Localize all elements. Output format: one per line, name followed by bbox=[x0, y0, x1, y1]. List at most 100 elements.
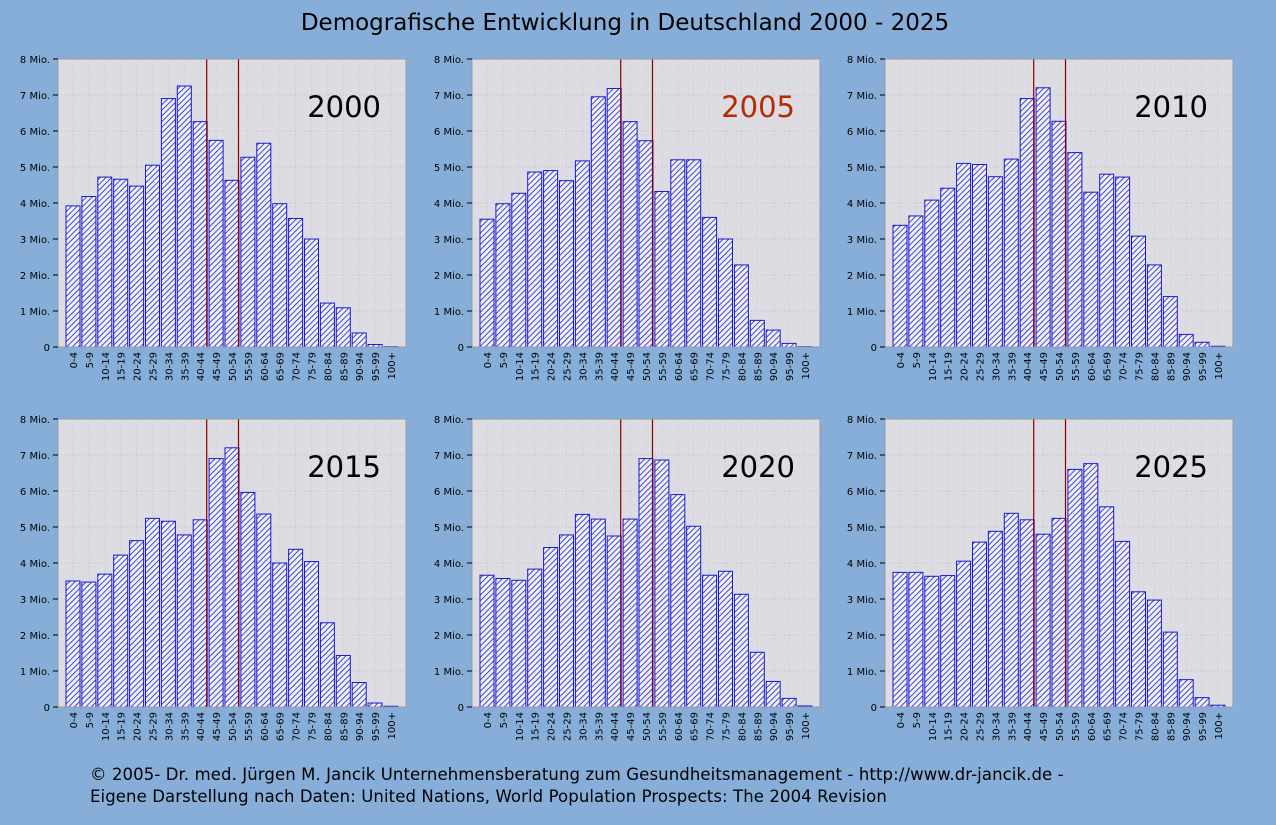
bar-55-59 bbox=[240, 156, 256, 348]
bar-40-44 bbox=[192, 519, 208, 708]
xtick-label: 10-14 bbox=[101, 352, 112, 381]
xtick-label: 100+ bbox=[387, 352, 398, 379]
bar-60-64 bbox=[256, 142, 272, 348]
xtick-label: 70-74 bbox=[292, 712, 303, 741]
ytick-label: 8 Mio. bbox=[20, 415, 50, 426]
ytick-label: 2 Mio. bbox=[847, 271, 877, 282]
bar-80-84 bbox=[733, 264, 749, 348]
xtick-label: 10-14 bbox=[515, 352, 526, 381]
bar-5-9 bbox=[81, 196, 97, 348]
xtick-label: 40-44 bbox=[1023, 712, 1034, 741]
xtick-label: 100+ bbox=[801, 712, 812, 739]
bar-45-49 bbox=[622, 518, 638, 708]
bar-25-29 bbox=[559, 180, 574, 348]
bar-65-69 bbox=[272, 203, 288, 348]
bar-70-74 bbox=[702, 574, 718, 708]
bar-55-59 bbox=[654, 190, 670, 348]
bar-95-99 bbox=[1194, 341, 1210, 348]
xtick-label: 0-4 bbox=[483, 712, 494, 728]
bar-25-29 bbox=[559, 534, 574, 708]
bar-60-64 bbox=[1083, 191, 1099, 348]
bar-30-34 bbox=[574, 513, 590, 708]
xtick-label: 100+ bbox=[387, 712, 398, 739]
xtick-label: 0-4 bbox=[69, 712, 80, 728]
xtick-label: 65-69 bbox=[276, 712, 287, 741]
xtick-label: 65-69 bbox=[276, 352, 287, 381]
bar-45-49 bbox=[208, 458, 224, 708]
xtick-label: 15-19 bbox=[117, 352, 128, 381]
bar-25-29 bbox=[145, 517, 160, 708]
ytick-label: 8 Mio. bbox=[20, 55, 50, 66]
chart-title: 2000 bbox=[307, 90, 381, 124]
ytick-label: 5 Mio. bbox=[434, 163, 464, 174]
bar-40-44 bbox=[1019, 519, 1035, 708]
bar-85-89 bbox=[335, 307, 351, 348]
xtick-label: 85-89 bbox=[339, 712, 350, 741]
xtick-label: 80-84 bbox=[323, 712, 334, 741]
xtick-label: 75-79 bbox=[722, 352, 733, 381]
bar-80-84 bbox=[1146, 264, 1162, 348]
bar-20-24 bbox=[956, 560, 972, 708]
bar-30-34 bbox=[574, 160, 590, 348]
ytick-label: 6 Mio. bbox=[20, 487, 50, 498]
bar-50-54 bbox=[1051, 517, 1067, 708]
xtick-label: 25-29 bbox=[149, 352, 160, 381]
xtick-label: 85-89 bbox=[753, 352, 764, 381]
bar-40-44 bbox=[606, 535, 622, 708]
bar-90-94 bbox=[351, 682, 367, 708]
xtick-label: 95-99 bbox=[785, 352, 796, 381]
bar-95-99 bbox=[367, 702, 383, 708]
bar-75-79 bbox=[304, 238, 319, 348]
xtick-label: 15-19 bbox=[531, 712, 542, 741]
ytick-label: 4 Mio. bbox=[20, 559, 50, 570]
bar-0-4 bbox=[892, 571, 908, 708]
xtick-label: 25-29 bbox=[976, 352, 987, 381]
bar-25-29 bbox=[972, 541, 987, 708]
xtick-label: 45-49 bbox=[1039, 712, 1050, 741]
xtick-label: 80-84 bbox=[323, 352, 334, 381]
ytick-label: 4 Mio. bbox=[20, 199, 50, 210]
xtick-label: 45-49 bbox=[212, 712, 223, 741]
ytick-label: 2 Mio. bbox=[434, 271, 464, 282]
bar-95-99 bbox=[781, 697, 797, 708]
bar-10-14 bbox=[511, 579, 527, 708]
xtick-label: 70-74 bbox=[292, 352, 303, 381]
ytick-label: 8 Mio. bbox=[434, 415, 464, 426]
xtick-label: 75-79 bbox=[1135, 712, 1146, 741]
xtick-label: 80-84 bbox=[1150, 352, 1161, 381]
xtick-label: 35-39 bbox=[180, 352, 191, 381]
xtick-label: 90-94 bbox=[355, 712, 366, 741]
xtick-label: 55-59 bbox=[244, 712, 255, 741]
bar-60-64 bbox=[1083, 463, 1099, 708]
xtick-label: 25-29 bbox=[976, 712, 987, 741]
xtick-label: 70-74 bbox=[1119, 352, 1130, 381]
xtick-label: 25-29 bbox=[563, 712, 574, 741]
xtick-label: 90-94 bbox=[769, 712, 780, 741]
bar-40-44 bbox=[1019, 98, 1035, 348]
ytick-label: 1 Mio. bbox=[847, 667, 877, 678]
chart-panel-2025: 0 1 Mio. 2 Mio. 3 Mio. 4 Mio. 5 Mio. 6 Mio. 7 M… bbox=[847, 415, 1234, 741]
ytick-label: 4 Mio. bbox=[847, 559, 877, 570]
bar-15-19 bbox=[940, 187, 956, 348]
ytick-label: 2 Mio. bbox=[847, 631, 877, 642]
ytick-label: 5 Mio. bbox=[847, 163, 877, 174]
ytick-label: 0 bbox=[44, 343, 50, 354]
xtick-label: 100+ bbox=[1214, 352, 1225, 379]
bar-50-54 bbox=[224, 447, 240, 708]
bar-30-34 bbox=[987, 530, 1003, 708]
bar-25-29 bbox=[972, 163, 987, 348]
xtick-label: 45-49 bbox=[626, 712, 637, 741]
page-title: Demografische Entwicklung in Deutschland… bbox=[300, 10, 950, 36]
ytick-label: 0 bbox=[44, 703, 50, 714]
bar-90-94 bbox=[1178, 333, 1194, 348]
ytick-label: 0 bbox=[871, 343, 877, 354]
xtick-label: 65-69 bbox=[1103, 712, 1114, 741]
ytick-label: 3 Mio. bbox=[20, 235, 50, 246]
bar-35-39 bbox=[1003, 158, 1019, 348]
xtick-label: 15-19 bbox=[531, 352, 542, 381]
bar-55-59 bbox=[1067, 468, 1083, 708]
bar-75-79 bbox=[1131, 591, 1146, 708]
bar-80-84 bbox=[319, 622, 335, 708]
bar-10-14 bbox=[511, 192, 527, 348]
ytick-label: 5 Mio. bbox=[20, 163, 50, 174]
